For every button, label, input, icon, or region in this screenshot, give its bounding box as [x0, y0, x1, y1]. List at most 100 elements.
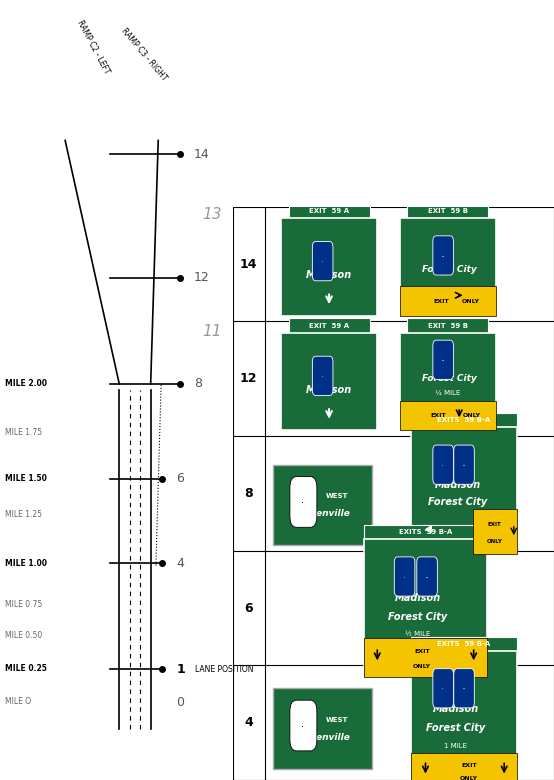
Text: Forest City: Forest City — [388, 612, 447, 622]
Text: 179: 179 — [463, 689, 465, 690]
Text: EXIT: EXIT — [488, 523, 502, 527]
Text: EXITS  59 B-A: EXITS 59 B-A — [438, 641, 491, 647]
Text: EXIT  59 B: EXIT 59 B — [428, 323, 468, 328]
FancyBboxPatch shape — [400, 286, 496, 316]
Text: WEST: WEST — [326, 493, 348, 499]
Text: ONLY: ONLY — [413, 664, 432, 668]
FancyBboxPatch shape — [433, 445, 453, 484]
Text: 64: 64 — [322, 376, 324, 377]
Text: 14: 14 — [194, 148, 209, 161]
Text: EXIT: EXIT — [461, 763, 476, 768]
Text: Madison: Madison — [434, 480, 481, 490]
Text: ONLY: ONLY — [487, 539, 502, 544]
FancyBboxPatch shape — [408, 318, 489, 333]
FancyBboxPatch shape — [394, 557, 415, 596]
Text: 8: 8 — [194, 378, 202, 390]
Text: 12: 12 — [240, 372, 258, 385]
FancyBboxPatch shape — [281, 333, 377, 431]
FancyBboxPatch shape — [365, 539, 486, 677]
Text: Greenville: Greenville — [298, 509, 350, 518]
Text: LANE POSITION: LANE POSITION — [195, 665, 253, 674]
Text: Greenville: Greenville — [298, 732, 350, 742]
FancyBboxPatch shape — [473, 509, 517, 554]
Text: 12: 12 — [194, 271, 209, 284]
Text: 14: 14 — [240, 257, 258, 271]
Text: EXIT  59 A: EXIT 59 A — [309, 208, 349, 214]
Text: MILE 2.00: MILE 2.00 — [4, 379, 47, 388]
Text: ½ MILE: ½ MILE — [405, 631, 430, 636]
Text: 0: 0 — [176, 696, 184, 708]
Text: MILE 0.25: MILE 0.25 — [4, 664, 47, 673]
Text: 179: 179 — [463, 465, 465, 466]
FancyBboxPatch shape — [365, 638, 486, 677]
Text: 64: 64 — [442, 465, 444, 466]
Text: MILE 1.50: MILE 1.50 — [4, 474, 47, 484]
FancyBboxPatch shape — [411, 427, 517, 554]
Text: Madison: Madison — [306, 385, 352, 395]
FancyBboxPatch shape — [433, 668, 453, 708]
Text: 1: 1 — [176, 663, 185, 675]
Text: EXIT: EXIT — [434, 299, 449, 303]
FancyBboxPatch shape — [312, 242, 333, 281]
Text: EXIT: EXIT — [430, 413, 446, 418]
Text: 13: 13 — [202, 207, 222, 222]
Text: EXITS  59 B-A: EXITS 59 B-A — [399, 529, 452, 535]
FancyBboxPatch shape — [400, 333, 496, 431]
Text: ¼ MILE: ¼ MILE — [435, 390, 461, 396]
FancyBboxPatch shape — [312, 356, 333, 395]
FancyBboxPatch shape — [411, 651, 517, 780]
Text: EXIT  59 B: EXIT 59 B — [428, 208, 468, 214]
FancyBboxPatch shape — [454, 445, 474, 484]
Text: MILE 1.25: MILE 1.25 — [4, 510, 42, 519]
Text: 64: 64 — [322, 261, 324, 262]
FancyBboxPatch shape — [365, 525, 486, 539]
Text: RAMP C3 - RIGHT: RAMP C3 - RIGHT — [120, 27, 169, 83]
Text: 179: 179 — [442, 256, 445, 257]
FancyBboxPatch shape — [433, 236, 453, 275]
Text: 64: 64 — [403, 576, 406, 578]
Text: EXITS  59 B-A: EXITS 59 B-A — [438, 417, 491, 424]
Text: Forest City: Forest City — [422, 265, 477, 275]
FancyBboxPatch shape — [290, 700, 317, 751]
Text: ONLY: ONLY — [463, 413, 481, 418]
FancyBboxPatch shape — [411, 636, 517, 651]
FancyBboxPatch shape — [290, 477, 317, 527]
Text: 179: 179 — [442, 360, 445, 361]
Text: MILE 0.75: MILE 0.75 — [4, 600, 42, 609]
FancyBboxPatch shape — [273, 465, 372, 545]
Text: MILE 0.50: MILE 0.50 — [4, 631, 42, 640]
FancyBboxPatch shape — [411, 413, 517, 427]
Text: MILE 1.75: MILE 1.75 — [4, 428, 42, 438]
FancyBboxPatch shape — [273, 688, 372, 768]
Text: MILE 1.00: MILE 1.00 — [4, 558, 47, 568]
FancyBboxPatch shape — [411, 753, 517, 780]
Text: EXIT  59 A: EXIT 59 A — [309, 323, 349, 328]
Text: Madison: Madison — [306, 271, 352, 281]
FancyBboxPatch shape — [281, 218, 377, 316]
Text: Madison: Madison — [394, 593, 440, 603]
Text: 179: 179 — [425, 576, 429, 578]
FancyBboxPatch shape — [454, 668, 474, 708]
Text: RAMP C2 - LEFT: RAMP C2 - LEFT — [75, 19, 111, 75]
Text: 28: 28 — [302, 502, 304, 503]
Text: ONLY: ONLY — [461, 299, 480, 303]
FancyBboxPatch shape — [289, 204, 370, 218]
Text: WEST: WEST — [326, 717, 348, 723]
Text: 6: 6 — [176, 473, 184, 485]
Text: 4: 4 — [244, 716, 253, 729]
Text: ONLY: ONLY — [460, 776, 478, 780]
Text: 1 MILE: 1 MILE — [444, 743, 468, 749]
Text: 28: 28 — [302, 725, 304, 727]
Text: Forest City: Forest City — [427, 723, 486, 733]
Text: 11: 11 — [202, 324, 222, 339]
FancyBboxPatch shape — [408, 204, 489, 218]
Text: MILE O: MILE O — [4, 697, 31, 707]
FancyBboxPatch shape — [433, 340, 453, 379]
Text: 6: 6 — [244, 601, 253, 615]
FancyBboxPatch shape — [400, 401, 496, 431]
FancyBboxPatch shape — [400, 218, 496, 316]
FancyBboxPatch shape — [289, 318, 370, 333]
Text: Forest City: Forest City — [428, 497, 487, 507]
Text: 8: 8 — [244, 487, 253, 500]
Text: EXIT: EXIT — [414, 649, 430, 654]
